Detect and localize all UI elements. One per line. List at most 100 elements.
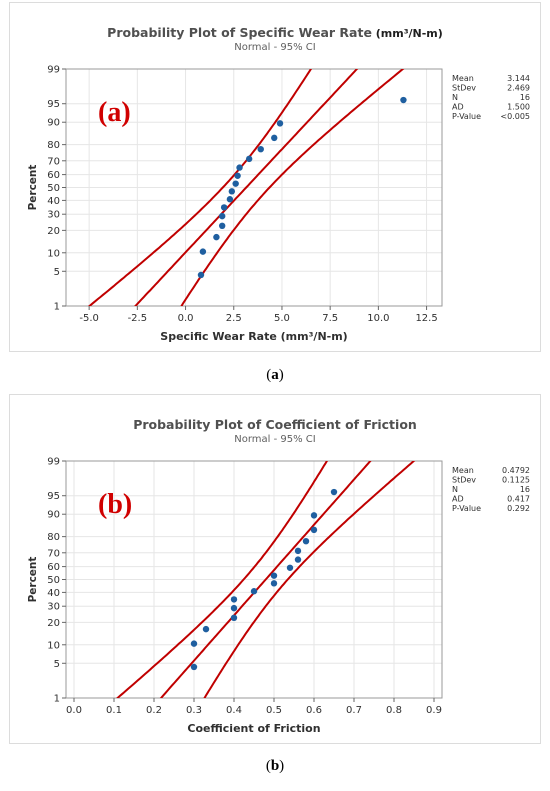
y-tick-label: 99: [47, 65, 60, 76]
data-point: [213, 233, 220, 241]
data-point: [230, 596, 238, 603]
x-tick-label: 0.3: [186, 705, 202, 716]
data-point: [190, 663, 198, 671]
y-tick-label: 50: [47, 575, 60, 586]
x-tick-label: 7.5: [322, 313, 338, 324]
data-point: [250, 588, 258, 595]
x-tick-label: 0.9: [426, 705, 442, 716]
data-point: [271, 134, 278, 142]
stat-label: StDev: [452, 84, 476, 93]
data-point: [310, 526, 318, 534]
chart-title: Probability Plot of Specific Wear Rate (…: [107, 25, 443, 40]
stat-value: 0.417: [507, 495, 530, 504]
stat-value: 3.144: [507, 74, 530, 83]
x-axis-label: Coefficient of Friction: [187, 722, 320, 735]
data-point: [197, 271, 205, 279]
stat-value: <0.005: [500, 112, 530, 121]
data-point: [286, 564, 294, 571]
data-point: [234, 172, 241, 179]
y-tick-label: 90: [47, 510, 60, 521]
stat-value: 16: [520, 93, 530, 102]
data-point: [400, 96, 407, 104]
probability-plot-wear-rate: Probability Plot of Specific Wear Rate (…: [27, 25, 530, 343]
data-point: [270, 580, 278, 587]
ci-lower-band: [116, 461, 329, 698]
x-tick-label: 0.0: [178, 313, 194, 324]
y-axis-label: Percent: [27, 165, 39, 211]
probability-plot-friction: Probability Plot of Coefficient of Frict…: [27, 417, 530, 735]
stat-label: Mean: [452, 466, 474, 475]
panel-tag: (a): [98, 97, 131, 128]
stat-label: AD: [452, 103, 464, 112]
x-tick-label: -2.5: [128, 313, 148, 324]
chart-subtitle: Normal - 95% CI: [234, 42, 315, 53]
chart-subtitle: Normal - 95% CI: [234, 434, 315, 445]
data-point: [232, 180, 239, 187]
data-point: [270, 572, 278, 579]
data-point: [218, 222, 226, 230]
caption-letter: a: [271, 367, 279, 383]
y-tick-label: 50: [47, 183, 60, 194]
y-tick-label: 80: [47, 140, 60, 151]
x-tick-label: 0.8: [386, 705, 402, 716]
y-tick-label: 30: [47, 602, 60, 613]
data-point: [190, 640, 198, 647]
chart-panel-a: Probability Plot of Specific Wear Rate (…: [9, 2, 541, 352]
x-tick-label: 0.1: [106, 705, 122, 716]
stat-value: 16: [520, 485, 530, 494]
figure-caption-b: (b): [265, 758, 285, 774]
y-tick-label: 80: [47, 532, 60, 543]
y-tick-label: 90: [47, 118, 60, 129]
ci-upper-band: [203, 461, 416, 698]
plot-grid: [66, 68, 442, 307]
y-tick-label: 1: [54, 694, 60, 705]
data-point: [276, 120, 284, 127]
data-point: [302, 537, 310, 545]
stat-label: StDev: [452, 476, 476, 485]
stat-value: 0.1125: [502, 476, 530, 485]
data-point: [330, 488, 338, 496]
y-tick-label: 1: [54, 302, 60, 313]
data-point: [310, 512, 318, 519]
data-point: [199, 248, 207, 255]
x-tick-label: 2.5: [226, 313, 242, 324]
figure-caption-a: (a): [266, 367, 284, 383]
y-tick-label: 30: [47, 210, 60, 221]
x-tick-label: -5.0: [79, 313, 99, 324]
y-tick-label: 10: [47, 640, 60, 651]
data-point: [230, 614, 238, 622]
stat-label: N: [452, 485, 458, 494]
data-point: [202, 625, 210, 633]
data-point: [228, 188, 236, 195]
fit-lines: [116, 461, 416, 698]
y-tick-label: 20: [47, 226, 60, 237]
stat-label: N: [452, 93, 458, 102]
fitted-line: [159, 461, 372, 698]
stat-label: P-Value: [452, 504, 481, 513]
y-tick-label: 40: [47, 196, 60, 207]
y-tick-label: 5: [54, 659, 60, 670]
data-point: [245, 155, 253, 163]
data-point: [294, 547, 302, 555]
chart-panel-b: Probability Plot of Coefficient of Frict…: [9, 394, 541, 744]
x-axis-label: Specific Wear Rate (mm³/N-m): [160, 330, 347, 343]
y-tick-label: 70: [47, 156, 60, 167]
x-tick-label: 10.0: [367, 313, 389, 324]
ci-lower-band: [87, 69, 313, 306]
data-point: [236, 164, 243, 171]
x-tick-label: 5.0: [274, 313, 290, 324]
y-tick-label: 95: [47, 99, 60, 110]
data-point: [220, 204, 228, 211]
y-axis-label: Percent: [27, 557, 39, 603]
data-point: [257, 145, 264, 153]
y-tick-label: 10: [47, 248, 60, 259]
stat-value: 0.292: [507, 504, 530, 513]
x-tick-label: 0.7: [346, 705, 362, 716]
data-point: [230, 604, 238, 612]
x-tick-label: 12.5: [415, 313, 437, 324]
y-tick-label: 70: [47, 548, 60, 559]
stat-value: 1.500: [507, 103, 530, 112]
x-tick-label: 0.0: [66, 705, 82, 716]
data-point: [218, 212, 226, 220]
y-tick-label: 5: [54, 267, 60, 278]
